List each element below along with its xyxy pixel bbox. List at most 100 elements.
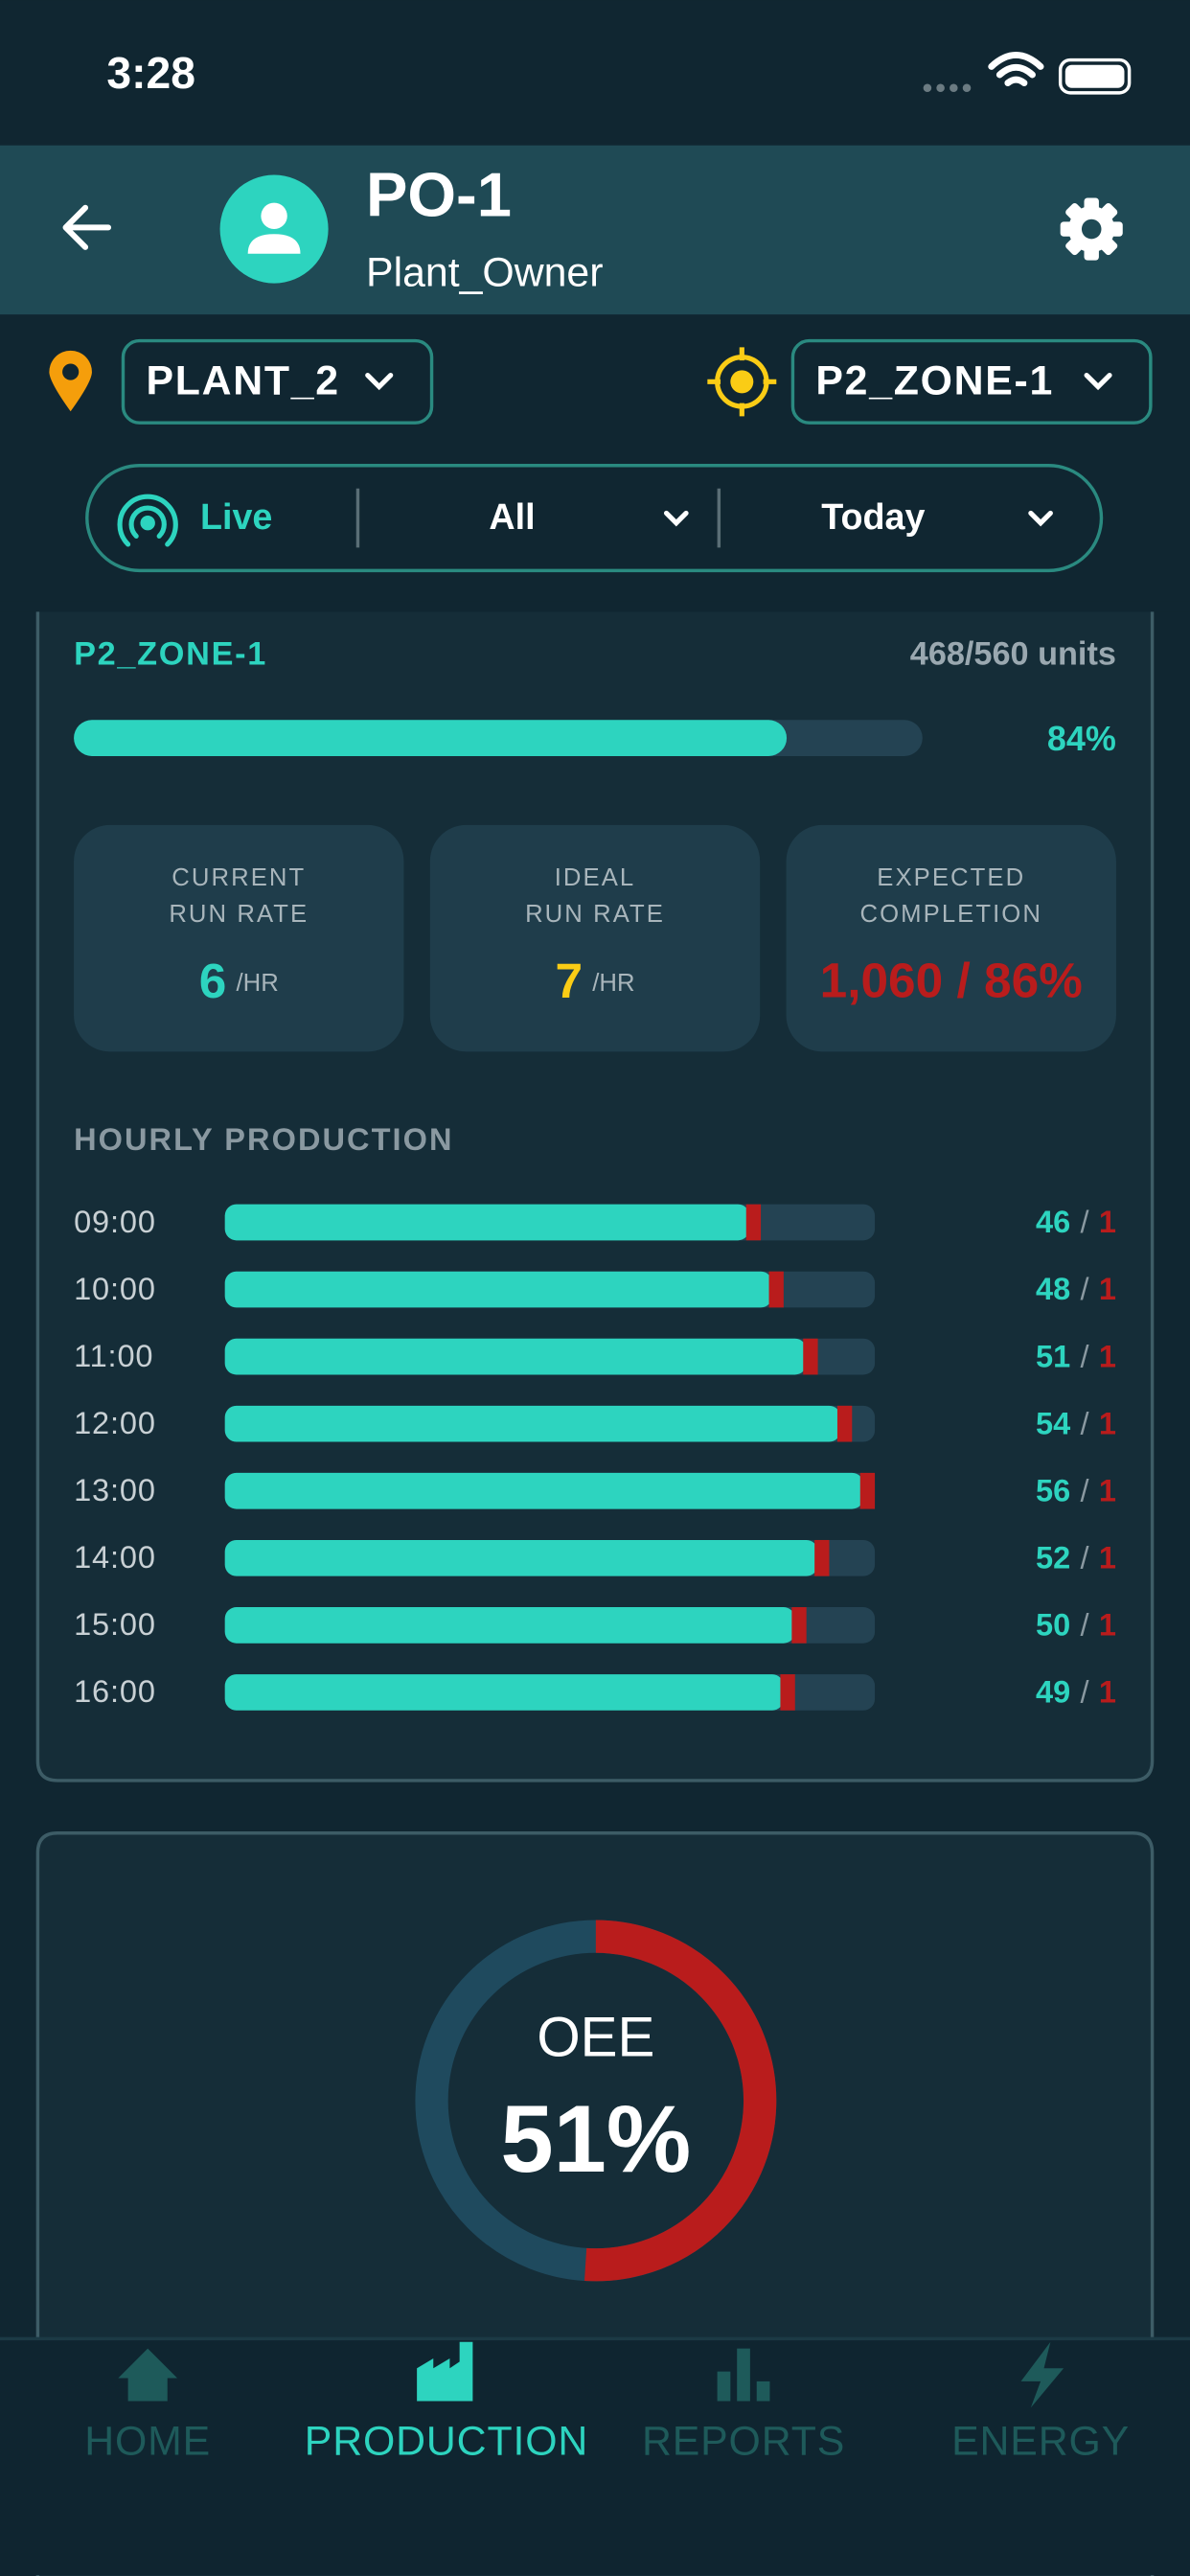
hour-label: 14:00 — [74, 1540, 156, 1575]
reject-bar — [859, 1472, 876, 1509]
chevron — [663, 510, 689, 527]
scroll-edge — [0, 601, 1190, 612]
hour-count: 54 / 1 — [1036, 1406, 1116, 1440]
tile-label: COMPLETION — [860, 901, 1042, 928]
reject-bar — [768, 1271, 784, 1308]
tile-label: CURRENT — [172, 864, 306, 891]
count-separator: / — [1080, 1540, 1089, 1575]
count-separator: / — [1080, 1406, 1089, 1440]
count-separator: / — [1080, 1674, 1089, 1709]
nav-icon — [417, 2341, 473, 2402]
hour-label: 13:00 — [74, 1473, 156, 1507]
count-separator: / — [1080, 1205, 1089, 1239]
progress-label: 84% — [1047, 719, 1116, 758]
divider — [355, 488, 360, 548]
good-count: 49 — [1036, 1674, 1070, 1709]
plant-dropdown[interactable] — [121, 338, 434, 425]
units: 468/560 units — [910, 636, 1116, 673]
chevron — [1084, 372, 1112, 391]
nav-label: HOME — [84, 2418, 211, 2464]
hour-label: 16:00 — [74, 1674, 156, 1709]
reject-count: 1 — [1099, 1406, 1116, 1440]
good-count: 51 — [1036, 1339, 1070, 1373]
progress-fill — [74, 720, 788, 756]
good-bar — [224, 1338, 807, 1375]
reject-bar — [803, 1338, 818, 1375]
reject-count: 1 — [1099, 1205, 1116, 1239]
nav-bar — [0, 2338, 1190, 2576]
battery-level — [1064, 64, 1125, 88]
hour-count: 50 / 1 — [1036, 1607, 1116, 1642]
tile-label: RUN RATE — [169, 901, 309, 928]
reject-bar — [836, 1405, 853, 1442]
hour-label: 15:00 — [74, 1607, 156, 1642]
nav-icon — [118, 2348, 178, 2402]
tile-unit: /HR — [237, 970, 279, 997]
reject-bar — [780, 1674, 795, 1711]
chevron — [365, 372, 394, 391]
hour-count: 46 / 1 — [1036, 1205, 1116, 1239]
hour-count: 48 / 1 — [1036, 1272, 1116, 1306]
good-bar — [224, 1674, 784, 1711]
hour-label: 10:00 — [74, 1272, 156, 1306]
good-count: 52 — [1036, 1540, 1070, 1575]
tile-value: 1,060 / 86% — [820, 953, 1083, 1008]
signal-icon — [923, 83, 972, 93]
count-separator: / — [1080, 1339, 1089, 1373]
zone-name: P2_ZONE-1 — [74, 636, 267, 673]
battery-icon — [1058, 58, 1132, 95]
zone-label: P2_ZONE-1 — [815, 357, 1054, 403]
good-bar — [224, 1271, 772, 1308]
tile-number: 6 — [199, 953, 227, 1008]
tile-value: 7/HR — [555, 953, 634, 1008]
location-icon-dot — [62, 363, 80, 380]
reject-count: 1 — [1099, 1272, 1116, 1306]
nav-border — [0, 2336, 1190, 2341]
nav-icon — [717, 2348, 770, 2402]
toolbar — [85, 464, 1104, 573]
nav-item[interactable]: REPORTS — [642, 2348, 845, 2465]
tile-label: RUN RATE — [525, 901, 665, 928]
tile-value: 6/HR — [199, 953, 279, 1008]
count-separator: / — [1080, 1272, 1089, 1306]
tile-number: 7 — [555, 953, 583, 1008]
hour-label: 12:00 — [74, 1406, 156, 1440]
oee-arc — [584, 1920, 777, 2282]
good-count: 50 — [1036, 1607, 1070, 1642]
nav-item[interactable]: HOME — [84, 2348, 211, 2465]
avatar-head — [261, 202, 287, 230]
wifi-icon — [988, 52, 1044, 87]
reject-bar — [791, 1607, 807, 1644]
period-dropdown[interactable]: Today — [821, 496, 925, 537]
tile-label: EXPECTED — [877, 864, 1025, 891]
good-bar — [224, 1607, 795, 1644]
oee-label: OEE — [537, 2007, 654, 2069]
reject-count: 1 — [1099, 1674, 1116, 1709]
location-icon — [49, 350, 92, 412]
metric-tile — [429, 824, 761, 1052]
count-separator: / — [1080, 1473, 1089, 1507]
good-bar — [224, 1405, 841, 1442]
status-time: 3:28 — [106, 48, 195, 98]
back-button[interactable] — [62, 204, 112, 250]
hourly-title: HOURLY PRODUCTION — [74, 1122, 453, 1157]
hour-count: 49 / 1 — [1036, 1674, 1116, 1709]
good-count: 56 — [1036, 1473, 1070, 1507]
reject-count: 1 — [1099, 1540, 1116, 1575]
nav-label: REPORTS — [642, 2418, 845, 2464]
live-toggle[interactable]: Live — [200, 496, 272, 537]
metric-tile — [786, 824, 1116, 1052]
nav-item[interactable]: ENERGY — [951, 2341, 1130, 2465]
tile-unit: /HR — [592, 970, 634, 997]
nav-item[interactable]: PRODUCTION — [305, 2341, 588, 2465]
zone-dropdown[interactable] — [790, 338, 1153, 425]
good-bar — [224, 1539, 818, 1576]
good-bar — [224, 1472, 864, 1509]
hour-count: 52 / 1 — [1036, 1540, 1116, 1575]
header-title: PO-1 — [366, 159, 512, 229]
type-dropdown[interactable]: All — [489, 496, 535, 537]
reject-count: 1 — [1099, 1339, 1116, 1373]
settings-button[interactable] — [1060, 197, 1123, 261]
reject-bar — [814, 1539, 830, 1576]
